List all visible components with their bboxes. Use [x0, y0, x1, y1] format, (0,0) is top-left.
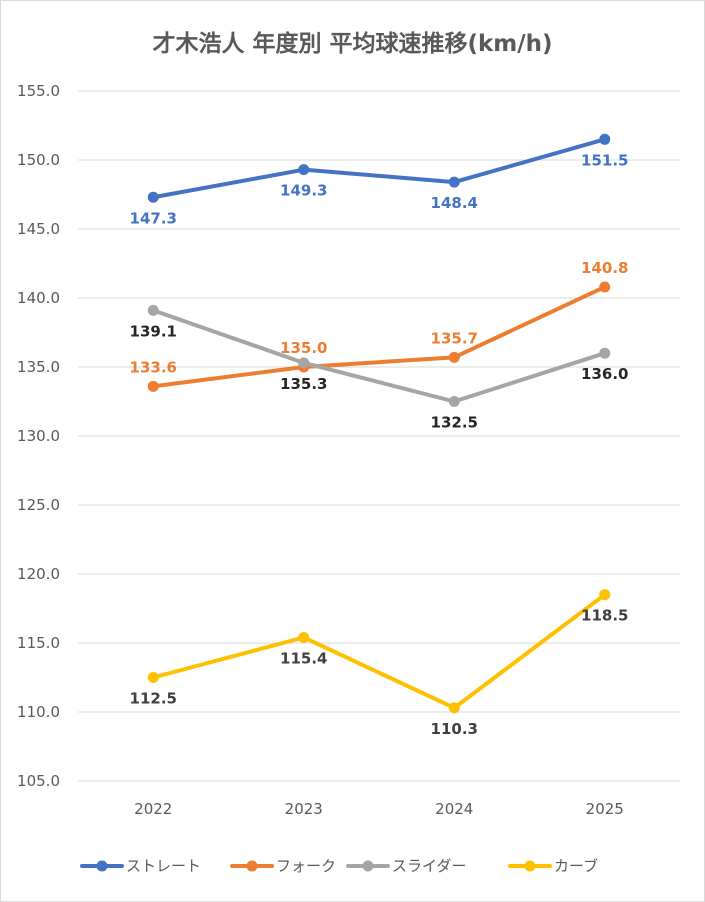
data-label: 118.5 — [581, 607, 628, 625]
x-tick-label: 2024 — [435, 800, 473, 818]
data-label: 110.3 — [431, 720, 478, 738]
y-tick-label: 145.0 — [17, 220, 60, 238]
y-tick-label: 150.0 — [17, 151, 60, 169]
data-label: 115.4 — [280, 649, 327, 667]
series-line — [151, 284, 607, 389]
legend-item[interactable]: スライダー — [346, 857, 466, 875]
y-tick-label: 115.0 — [17, 634, 60, 652]
data-label: 135.0 — [280, 339, 327, 357]
legend-marker — [96, 860, 108, 872]
legend: ストレート フォーク スライダー カーブ — [80, 857, 598, 875]
y-tick-label: 140.0 — [17, 289, 60, 307]
legend-label: カーブ — [554, 857, 598, 875]
legend-item[interactable]: ストレート — [80, 857, 201, 875]
y-tick-label: 125.0 — [17, 496, 60, 514]
series-line — [151, 137, 607, 200]
series-4 — [147, 589, 611, 714]
data-point[interactable] — [599, 589, 611, 601]
data-label: 135.7 — [431, 329, 478, 347]
x-tick-label: 2023 — [285, 800, 323, 818]
data-point[interactable] — [147, 191, 159, 203]
legend-marker — [362, 860, 374, 872]
data-label: 148.4 — [431, 194, 478, 212]
x-axis-ticks: 2022 2023 2024 2025 — [134, 800, 624, 818]
y-tick-label: 155.0 — [17, 82, 60, 100]
data-labels: 147.3 149.3 148.4 151.5 133.6 135.0 135.7 140.8… — [130, 151, 629, 738]
series-lines — [147, 133, 611, 714]
data-label: 133.6 — [130, 358, 177, 376]
y-tick-label: 130.0 — [17, 427, 60, 445]
data-point[interactable] — [448, 176, 460, 188]
data-label: 139.1 — [130, 322, 177, 340]
data-point[interactable] — [147, 304, 159, 316]
data-label: 149.3 — [280, 182, 327, 200]
data-point[interactable] — [147, 672, 159, 683]
data-label: 151.5 — [581, 151, 628, 169]
data-label: 112.5 — [130, 690, 177, 708]
data-point[interactable] — [298, 631, 310, 643]
data-label: 147.3 — [130, 209, 177, 227]
data-label: 135.3 — [280, 375, 327, 393]
y-tick-label: 105.0 — [17, 772, 60, 790]
y-tick-label: 120.0 — [17, 565, 60, 583]
x-tick-label: 2025 — [586, 800, 624, 818]
data-point[interactable] — [298, 164, 310, 176]
data-point[interactable] — [599, 347, 611, 359]
series-line — [151, 592, 607, 710]
data-point[interactable] — [599, 281, 611, 293]
y-axis-ticks: 105.0 110.0 115.0 120.0 125.0 130.0 135.0 140.0… — [17, 82, 60, 790]
legend-marker — [246, 860, 258, 872]
data-point[interactable] — [448, 702, 460, 714]
legend-marker — [524, 860, 536, 872]
legend-label: フォーク — [276, 857, 336, 875]
y-tick-label: 110.0 — [17, 703, 60, 721]
data-point[interactable] — [448, 351, 460, 363]
series-1 — [147, 133, 611, 203]
legend-item[interactable]: フォーク — [230, 857, 336, 875]
data-label: 136.0 — [581, 365, 628, 383]
chart-title: 才木浩人 年度別 平均球速推移(km/h) — [152, 31, 553, 57]
x-tick-label: 2022 — [134, 800, 172, 818]
y-tick-label: 135.0 — [17, 358, 60, 376]
series-line — [151, 308, 607, 404]
data-point[interactable] — [147, 380, 159, 392]
grid-lines — [78, 90, 680, 782]
data-label: 140.8 — [581, 259, 628, 277]
data-point[interactable] — [448, 396, 460, 407]
legend-label: ストレート — [126, 857, 201, 875]
legend-item[interactable]: カーブ — [508, 857, 598, 875]
legend-label: スライダー — [392, 857, 466, 875]
data-label: 132.5 — [431, 414, 478, 432]
data-point[interactable] — [599, 133, 611, 145]
data-point[interactable] — [298, 357, 310, 369]
series-3 — [147, 304, 611, 407]
